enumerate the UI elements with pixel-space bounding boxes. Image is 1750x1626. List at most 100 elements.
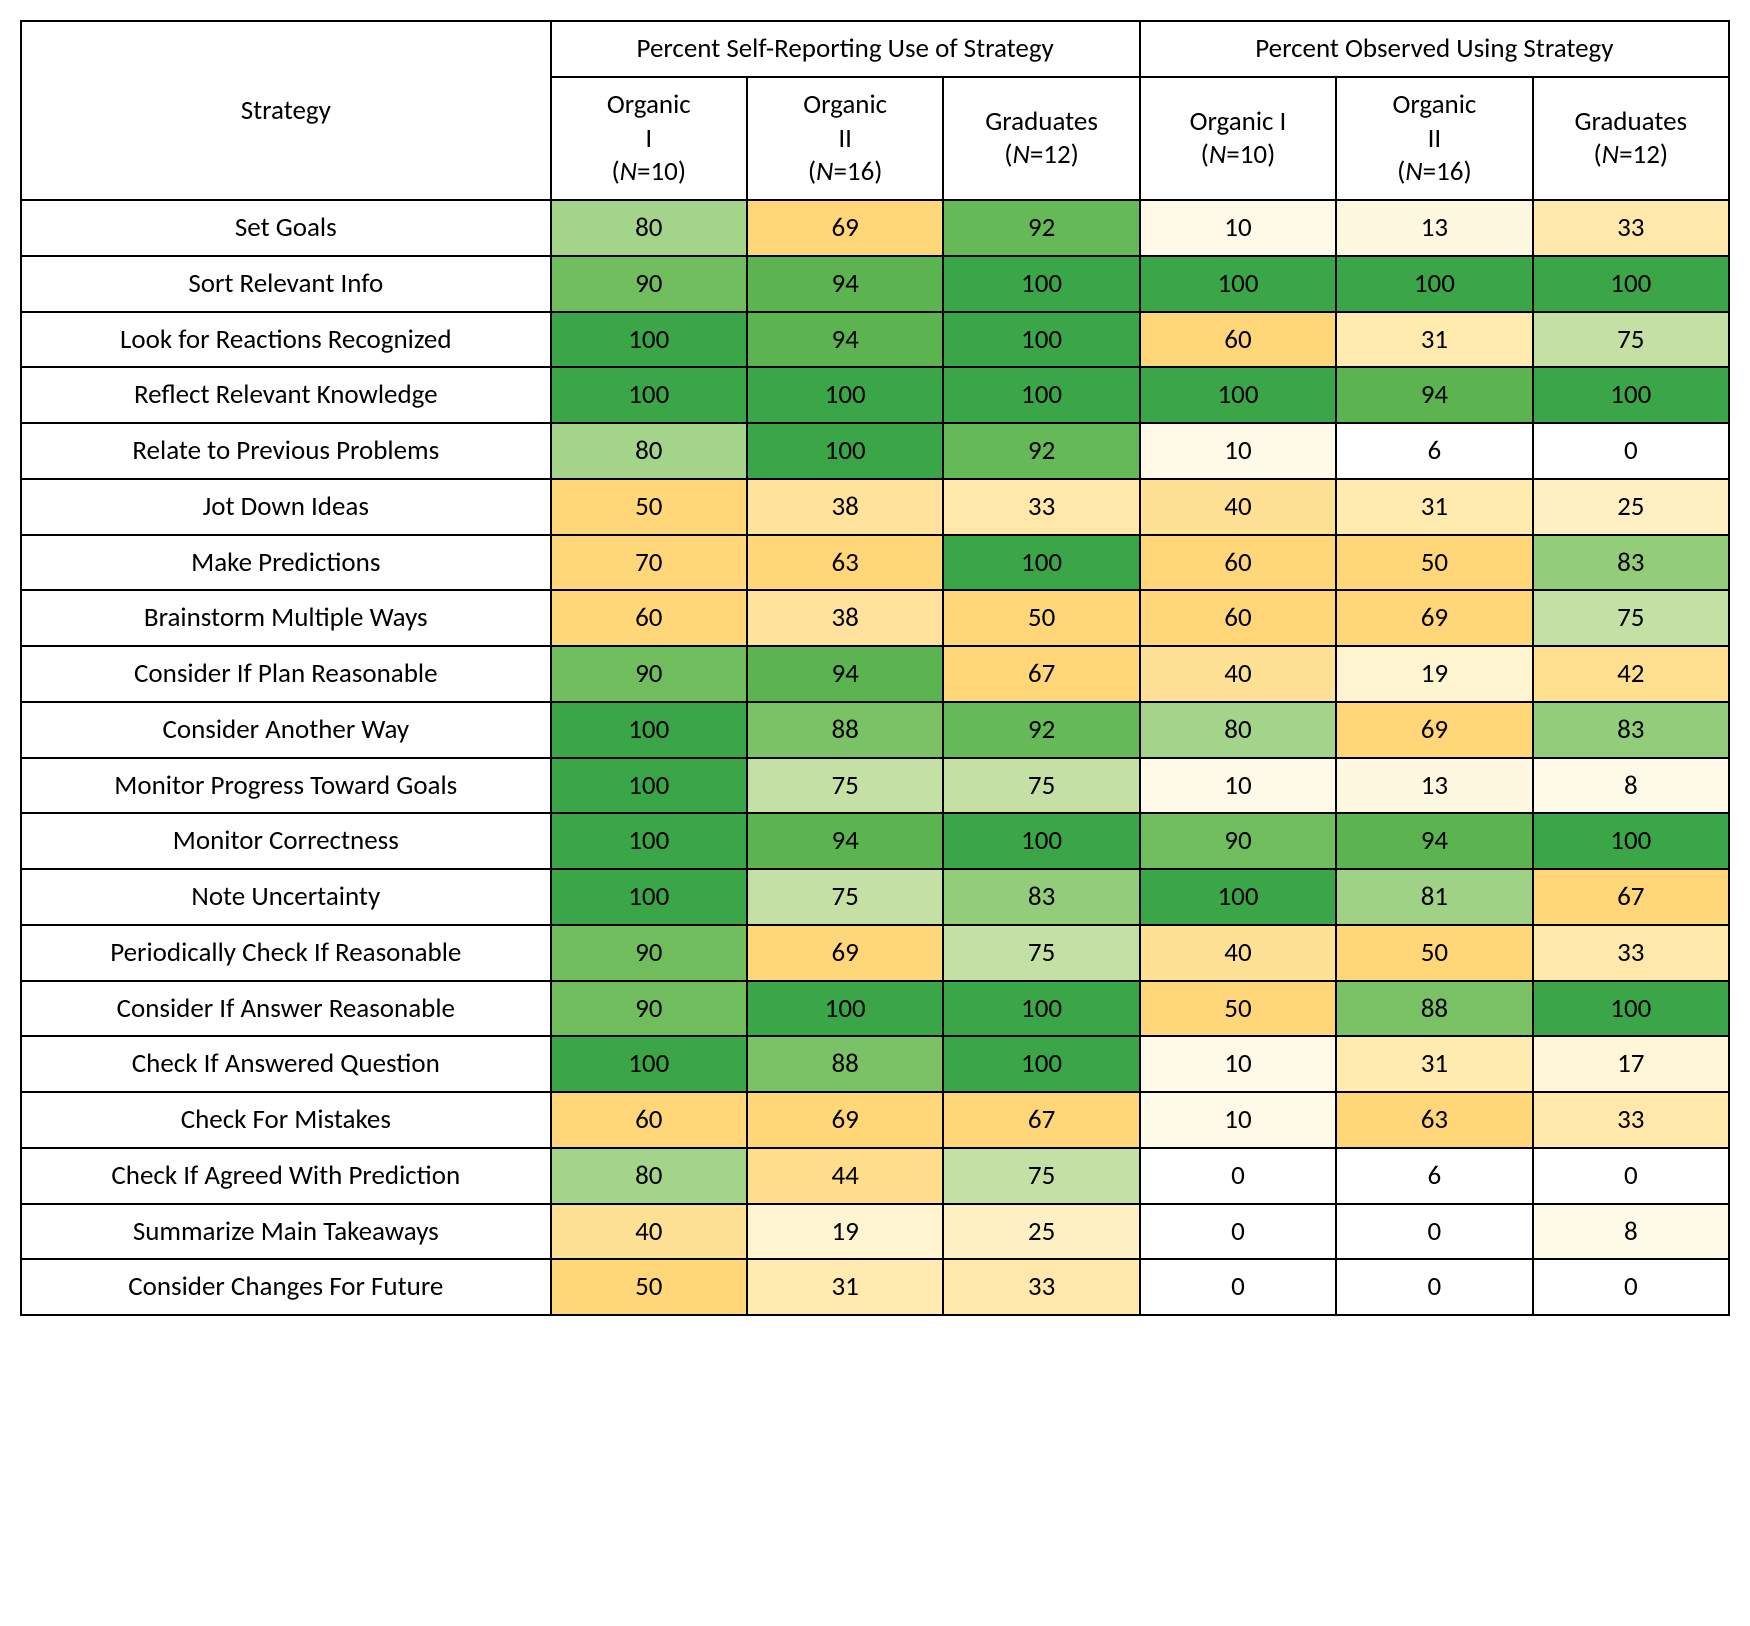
row-label: Consider If Answer Reasonable (21, 981, 551, 1037)
data-cell: 8 (1533, 758, 1729, 814)
data-cell: 100 (943, 256, 1139, 312)
strategy-heatmap-table: Strategy Percent Self-Reporting Use of S… (20, 20, 1730, 1316)
row-label: Consider Another Way (21, 702, 551, 758)
data-cell: 67 (1533, 869, 1729, 925)
data-cell: 94 (747, 646, 943, 702)
subheader-col-5: Graduates(N=12) (1533, 77, 1729, 200)
data-cell: 25 (1533, 479, 1729, 535)
data-cell: 94 (1336, 813, 1532, 869)
data-cell: 44 (747, 1148, 943, 1204)
table-row: Monitor Correctness100941009094100 (21, 813, 1729, 869)
data-cell: 100 (1533, 367, 1729, 423)
data-cell: 0 (1533, 423, 1729, 479)
data-cell: 33 (943, 479, 1139, 535)
data-cell: 60 (551, 1092, 747, 1148)
table-row: Check If Agreed With Prediction804475060 (21, 1148, 1729, 1204)
data-cell: 100 (551, 702, 747, 758)
data-cell: 40 (1140, 479, 1336, 535)
data-cell: 50 (551, 1259, 747, 1315)
data-cell: 94 (1336, 367, 1532, 423)
row-label: Monitor Correctness (21, 813, 551, 869)
data-cell: 40 (1140, 925, 1336, 981)
data-cell: 75 (943, 925, 1139, 981)
data-cell: 100 (1336, 256, 1532, 312)
data-cell: 83 (943, 869, 1139, 925)
data-cell: 33 (1533, 1092, 1729, 1148)
data-cell: 83 (1533, 535, 1729, 591)
data-cell: 0 (1336, 1259, 1532, 1315)
table-row: Set Goals806992101333 (21, 200, 1729, 256)
table-row: Brainstorm Multiple Ways603850606975 (21, 590, 1729, 646)
row-label: Sort Relevant Info (21, 256, 551, 312)
data-cell: 88 (747, 1036, 943, 1092)
header-group-observed: Percent Observed Using Strategy (1140, 21, 1729, 77)
data-cell: 0 (1140, 1259, 1336, 1315)
data-cell: 100 (943, 312, 1139, 368)
data-cell: 60 (1140, 535, 1336, 591)
row-label: Check If Agreed With Prediction (21, 1148, 551, 1204)
row-label: Relate to Previous Problems (21, 423, 551, 479)
data-cell: 60 (551, 590, 747, 646)
table-row: Reflect Relevant Knowledge10010010010094… (21, 367, 1729, 423)
data-cell: 88 (1336, 981, 1532, 1037)
data-cell: 92 (943, 423, 1139, 479)
table-row: Jot Down Ideas503833403125 (21, 479, 1729, 535)
subheader-col-2: Graduates(N=12) (943, 77, 1139, 200)
data-cell: 94 (747, 256, 943, 312)
data-cell: 100 (943, 813, 1139, 869)
data-cell: 10 (1140, 200, 1336, 256)
row-label: Set Goals (21, 200, 551, 256)
data-cell: 25 (943, 1204, 1139, 1260)
data-cell: 70 (551, 535, 747, 591)
data-cell: 50 (551, 479, 747, 535)
data-cell: 6 (1336, 423, 1532, 479)
row-label: Note Uncertainty (21, 869, 551, 925)
data-cell: 100 (1533, 256, 1729, 312)
data-cell: 100 (1533, 813, 1729, 869)
table-body: Set Goals806992101333Sort Relevant Info9… (21, 200, 1729, 1315)
table-row: Check For Mistakes606967106333 (21, 1092, 1729, 1148)
data-cell: 83 (1533, 702, 1729, 758)
table-row: Note Uncertainty10075831008167 (21, 869, 1729, 925)
data-cell: 90 (551, 646, 747, 702)
data-cell: 75 (1533, 312, 1729, 368)
row-label: Brainstorm Multiple Ways (21, 590, 551, 646)
data-cell: 80 (1140, 702, 1336, 758)
data-cell: 13 (1336, 200, 1532, 256)
table-row: Consider If Answer Reasonable90100100508… (21, 981, 1729, 1037)
row-label: Monitor Progress Toward Goals (21, 758, 551, 814)
data-cell: 81 (1336, 869, 1532, 925)
table-row: Sort Relevant Info9094100100100100 (21, 256, 1729, 312)
data-cell: 100 (1140, 869, 1336, 925)
subheader-col-3: Organic I(N=10) (1140, 77, 1336, 200)
data-cell: 100 (551, 1036, 747, 1092)
data-cell: 0 (1533, 1148, 1729, 1204)
subheader-col-4: OrganicII(N=16) (1336, 77, 1532, 200)
table-row: Consider Changes For Future503133000 (21, 1259, 1729, 1315)
data-cell: 42 (1533, 646, 1729, 702)
data-cell: 100 (551, 813, 747, 869)
data-cell: 0 (1336, 1204, 1532, 1260)
data-cell: 10 (1140, 758, 1336, 814)
data-cell: 69 (747, 200, 943, 256)
data-cell: 19 (747, 1204, 943, 1260)
data-cell: 100 (551, 367, 747, 423)
table-row: Consider If Plan Reasonable909467401942 (21, 646, 1729, 702)
data-cell: 67 (943, 646, 1139, 702)
data-cell: 0 (1533, 1259, 1729, 1315)
data-cell: 10 (1140, 1092, 1336, 1148)
data-cell: 31 (1336, 479, 1532, 535)
data-cell: 69 (1336, 702, 1532, 758)
data-cell: 100 (1140, 367, 1336, 423)
data-cell: 90 (551, 925, 747, 981)
data-cell: 8 (1533, 1204, 1729, 1260)
data-cell: 69 (747, 925, 943, 981)
data-cell: 75 (747, 758, 943, 814)
data-cell: 100 (747, 423, 943, 479)
data-cell: 100 (1140, 256, 1336, 312)
data-cell: 100 (747, 367, 943, 423)
data-cell: 13 (1336, 758, 1532, 814)
row-label: Consider If Plan Reasonable (21, 646, 551, 702)
data-cell: 38 (747, 590, 943, 646)
data-cell: 100 (943, 535, 1139, 591)
